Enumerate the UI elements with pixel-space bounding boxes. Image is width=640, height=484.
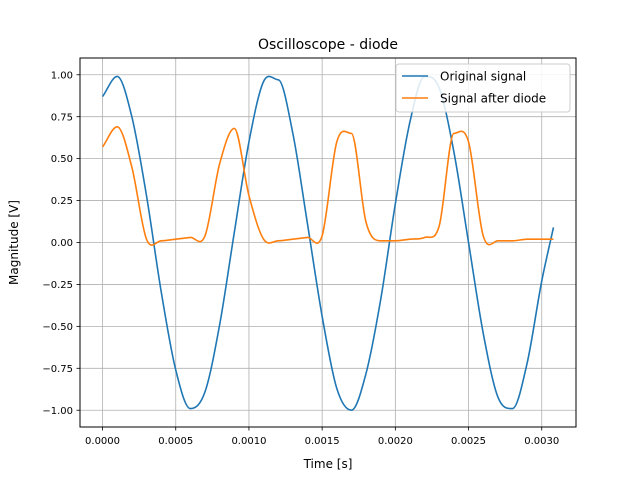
chart-title: Oscilloscope - diode — [258, 37, 398, 53]
y-tick-label: −1.00 — [42, 406, 73, 417]
x-tick-label: 0.0005 — [158, 436, 193, 447]
x-tick-label: 0.0025 — [451, 436, 486, 447]
tick-layer: 0.0000 0.0005 0.0010 0.0015 0.0020 0.0025 0.00… — [42, 70, 559, 447]
legend-box — [395, 63, 571, 113]
x-axis-label: Time [s] — [303, 457, 353, 471]
legend-label: Original signal — [440, 70, 526, 84]
x-tick-label: 0.0010 — [231, 436, 266, 447]
y-tick-label: 0.00 — [51, 238, 73, 249]
x-tick-label: 0.0020 — [378, 436, 413, 447]
y-tick-label: 0.50 — [51, 154, 73, 165]
y-tick-label: 0.25 — [51, 196, 73, 207]
grid — [80, 58, 576, 427]
legend: Original signal Signal after diode — [395, 63, 571, 113]
y-tick-label: 1.00 — [51, 70, 73, 81]
legend-label: Signal after diode — [440, 92, 546, 106]
y-tick-label: −0.25 — [42, 280, 73, 291]
y-tick-label: −0.75 — [42, 364, 73, 375]
x-tick-label: 0.0015 — [305, 436, 340, 447]
series-line-signal-after-diode — [101, 125, 554, 246]
y-axis-label: Magnitude [V] — [7, 200, 21, 285]
y-tick-label: −0.50 — [42, 322, 73, 333]
series-line-original-signal — [101, 75, 555, 412]
series-layer — [101, 75, 555, 412]
x-tick-label: 0.0000 — [85, 436, 120, 447]
x-tick-label: 0.0030 — [524, 436, 559, 447]
y-tick-label: 0.75 — [51, 112, 73, 123]
